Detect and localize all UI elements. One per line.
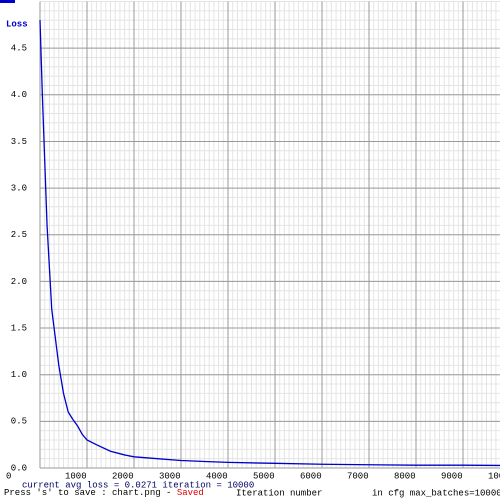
loss-line (39, 20, 500, 467)
x-tick-label: 0 (6, 471, 11, 481)
y-tick-label: 1.5 (11, 323, 27, 333)
x-tick-label: 10000 (488, 471, 500, 481)
y-tick-label: 0.5 (11, 417, 27, 427)
x-tick-label: 9000 (441, 471, 463, 481)
x-tick-label: 8000 (394, 471, 416, 481)
y-tick-label: 2.0 (11, 277, 27, 287)
y-tick-label: 1.0 (11, 370, 27, 380)
y-axis-label: Loss (6, 19, 28, 29)
y-tick-label: 4.0 (11, 90, 27, 100)
x-tick-label: 5000 (253, 471, 275, 481)
x-tick-label: 3000 (159, 471, 181, 481)
x-tick-label: 2000 (112, 471, 134, 481)
save-text: Press 's' to save : chart.png - (4, 488, 177, 498)
x-tick-label: 6000 (300, 471, 322, 481)
saved-text: Saved (177, 488, 204, 498)
y-tick-label: 3.5 (11, 137, 27, 147)
y-tick-label: 3.0 (11, 183, 27, 193)
y-tick-label: 0.0 (11, 463, 27, 473)
x-tick-label: 7000 (347, 471, 369, 481)
status-save: Press 's' to save : chart.png - Saved (4, 488, 204, 498)
x-tick-label: 4000 (206, 471, 228, 481)
corner-marker (0, 0, 15, 3)
x-axis-label: Iteration number (236, 488, 322, 498)
y-tick-label: 2.5 (11, 230, 27, 240)
x-tick-label: 1000 (65, 471, 87, 481)
y-tick-label: 4.5 (11, 44, 27, 54)
status-cfg: in cfg max_batches=10000 (372, 488, 500, 498)
status-avg: current avg loss = 0.0271 iteration = 10… (22, 480, 254, 490)
